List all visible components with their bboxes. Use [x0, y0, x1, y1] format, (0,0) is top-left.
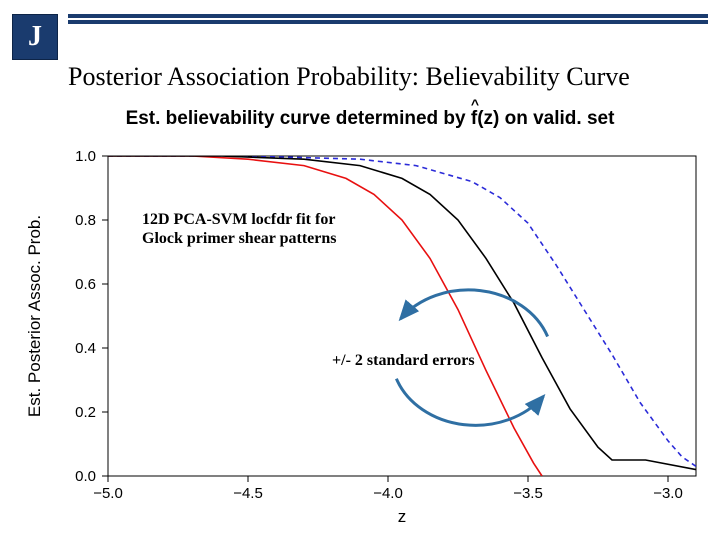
annotation-fit-line2: Glock primer shear patterns	[142, 230, 337, 247]
xtick-label: −4.5	[233, 485, 263, 502]
chart-title: Est. believability curve determined by ^…	[20, 108, 720, 130]
ytick-label: 0.2	[75, 404, 96, 421]
ytick-label: 0.6	[75, 276, 96, 293]
xtick-label: −4.0	[373, 485, 403, 502]
subtitle-fn-hat: ^f	[471, 108, 477, 130]
x-axis-label: z	[398, 507, 407, 526]
annotation-fit-box: 12D PCA-SVM locfdr fit for Glock primer …	[142, 210, 337, 248]
chart-svg: 0.0 0.2 0.4 0.6 0.8 1.0 −5.0 −4.5 −4.0 −3.5 −3.0 z E…	[12, 148, 708, 528]
annotation-se-label: +/- 2 standard errors	[332, 352, 475, 370]
ytick-label: 0.4	[75, 340, 96, 357]
y-axis-label: Est. Posterior Assoc. Prob.	[25, 215, 44, 417]
ytick-label: 0.8	[75, 212, 96, 229]
xtick-label: −3.5	[513, 485, 543, 502]
hat-icon: ^	[471, 96, 477, 112]
logo: J	[12, 14, 58, 60]
header: J	[12, 8, 708, 66]
header-rule-bottom	[68, 20, 708, 24]
page-title: Posterior Association Probability: Belie…	[68, 62, 630, 92]
annotation-fit-line1: 12D PCA-SVM locfdr fit for	[142, 211, 335, 228]
xtick-label: −5.0	[93, 485, 123, 502]
subtitle-arg: (z)	[477, 108, 499, 129]
xtick-label: −3.0	[653, 485, 683, 502]
chart-area: 0.0 0.2 0.4 0.6 0.8 1.0 −5.0 −4.5 −4.0 −3.5 −3.0 z E…	[12, 148, 708, 528]
subtitle-suffix: on valid. set	[499, 108, 614, 129]
header-rule-top	[68, 14, 708, 18]
ytick-label: 0.0	[75, 468, 96, 485]
logo-letter: J	[28, 21, 42, 53]
subtitle-prefix: Est. believability curve determined by	[126, 108, 471, 129]
ytick-label: 1.0	[75, 148, 96, 165]
